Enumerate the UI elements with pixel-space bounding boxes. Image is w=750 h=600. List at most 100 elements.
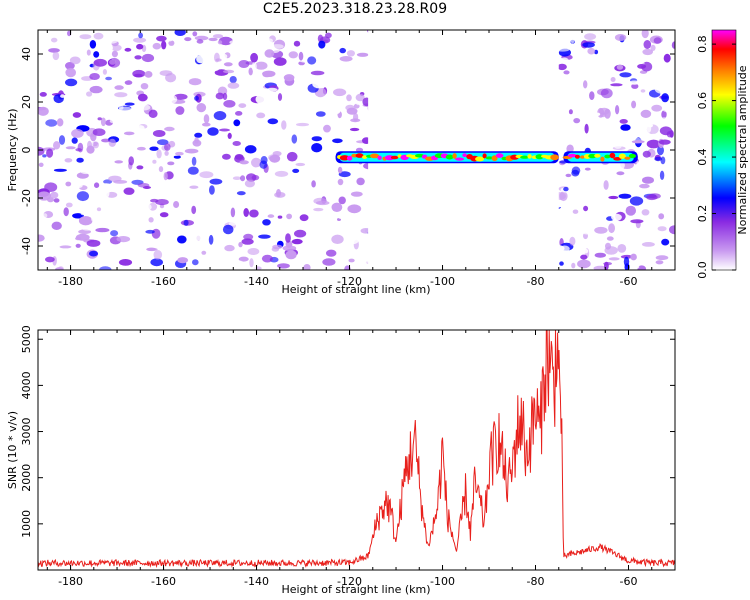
noise-blob: [193, 43, 202, 51]
noise-blob: [300, 68, 314, 78]
noise-blob: [331, 234, 344, 244]
noise-blob: [38, 146, 45, 156]
noise-blob: [53, 141, 61, 150]
noise-blob: [661, 238, 670, 246]
noise-blob: [232, 260, 244, 267]
noise-blob: [251, 174, 260, 181]
noise-blob: [232, 176, 242, 180]
noise-blob: [270, 220, 283, 230]
noise-blob: [42, 213, 48, 218]
noise-blob: [100, 117, 106, 127]
spectrogram-x-tick-label: -180: [58, 275, 83, 288]
noise-blob: [619, 72, 632, 78]
noise-blob: [356, 52, 369, 57]
noise-blob: [356, 217, 368, 226]
noise-blob: [655, 260, 664, 265]
noise-blob: [588, 63, 598, 72]
noise-blob: [562, 113, 576, 123]
noise-blob: [669, 225, 675, 235]
noise-blob: [355, 93, 365, 102]
noise-blob: [223, 69, 235, 74]
noise-blob: [623, 256, 630, 267]
noise-blob: [137, 104, 151, 111]
snr-x-axis: -180 -160 -140 -120 -100 -80 -60: [46, 330, 676, 588]
noise-blob: [640, 89, 646, 93]
noise-blob: [188, 78, 202, 86]
noise-blob: [671, 41, 675, 49]
noise-blob: [633, 229, 642, 235]
noise-blob: [212, 34, 224, 39]
noise-blob: [277, 263, 290, 269]
noise-blob: [651, 104, 663, 112]
noise-blob: [244, 179, 255, 188]
snr-y-tick-label: 2000: [20, 464, 33, 492]
noise-blob: [619, 119, 628, 124]
colorbar-tick-label: 0.2: [696, 205, 709, 223]
noise-blob: [65, 67, 76, 78]
noise-blob: [311, 143, 323, 153]
noise-blob: [615, 105, 620, 115]
noise-blob: [224, 244, 235, 252]
noise-blob: [271, 44, 284, 49]
noise-blob: [155, 199, 169, 206]
noise-blob: [227, 132, 232, 139]
noise-blob: [262, 219, 271, 226]
noise-blob: [123, 187, 135, 195]
noise-blob: [605, 242, 611, 250]
noise-blob: [44, 182, 58, 192]
noise-blob: [60, 94, 65, 98]
noise-blob: [296, 122, 309, 127]
noise-blob: [202, 122, 211, 127]
noise-blob: [303, 264, 311, 270]
noise-blob: [570, 36, 575, 44]
noise-blob: [315, 111, 326, 117]
noise-blob: [158, 166, 164, 173]
noise-blob: [616, 171, 625, 176]
noise-blob: [140, 203, 152, 211]
noise-blob: [318, 157, 328, 162]
noise-blob: [249, 258, 254, 268]
noise-blob: [594, 226, 608, 234]
noise-blob: [655, 255, 669, 261]
noise-blob: [219, 128, 230, 132]
noise-blob: [173, 155, 181, 159]
noise-blob: [293, 40, 301, 47]
noise-blob: [281, 120, 287, 130]
noise-blob: [608, 223, 615, 234]
noise-blob: [659, 71, 666, 80]
noise-blob: [164, 150, 169, 156]
noise-blob: [167, 161, 175, 166]
noise-blob: [160, 236, 174, 245]
noise-blob: [293, 141, 307, 147]
spectrogram-y-label: Frequency (Hz): [6, 109, 19, 192]
noise-blob: [580, 254, 588, 260]
noise-blob: [589, 91, 595, 100]
noise-blob: [191, 205, 197, 215]
echo-blob: [390, 155, 399, 160]
echo-blob: [455, 157, 465, 161]
noise-blob: [124, 80, 133, 85]
noise-blob: [642, 150, 651, 158]
noise-blob: [312, 79, 326, 89]
noise-blob: [152, 159, 157, 164]
noise-blob: [567, 31, 580, 37]
noise-blob: [47, 197, 54, 203]
noise-blob: [114, 85, 124, 90]
noise-blob: [346, 50, 355, 57]
noise-blob: [251, 157, 262, 168]
noise-blob: [281, 103, 291, 110]
spectrogram-y-tick-label: 20: [20, 95, 33, 109]
noise-blob: [38, 162, 44, 167]
noise-blob: [174, 178, 182, 183]
noise-blob: [338, 196, 346, 205]
noise-blob: [290, 109, 300, 120]
noise-blob: [660, 156, 666, 165]
noise-blob: [658, 213, 665, 220]
noise-blob: [593, 265, 608, 270]
noise-blob: [250, 87, 262, 94]
noise-blob: [289, 214, 300, 219]
noise-blob: [168, 95, 178, 104]
snr-line: [38, 330, 675, 568]
noise-blob: [210, 66, 220, 72]
noise-blob: [258, 234, 271, 239]
